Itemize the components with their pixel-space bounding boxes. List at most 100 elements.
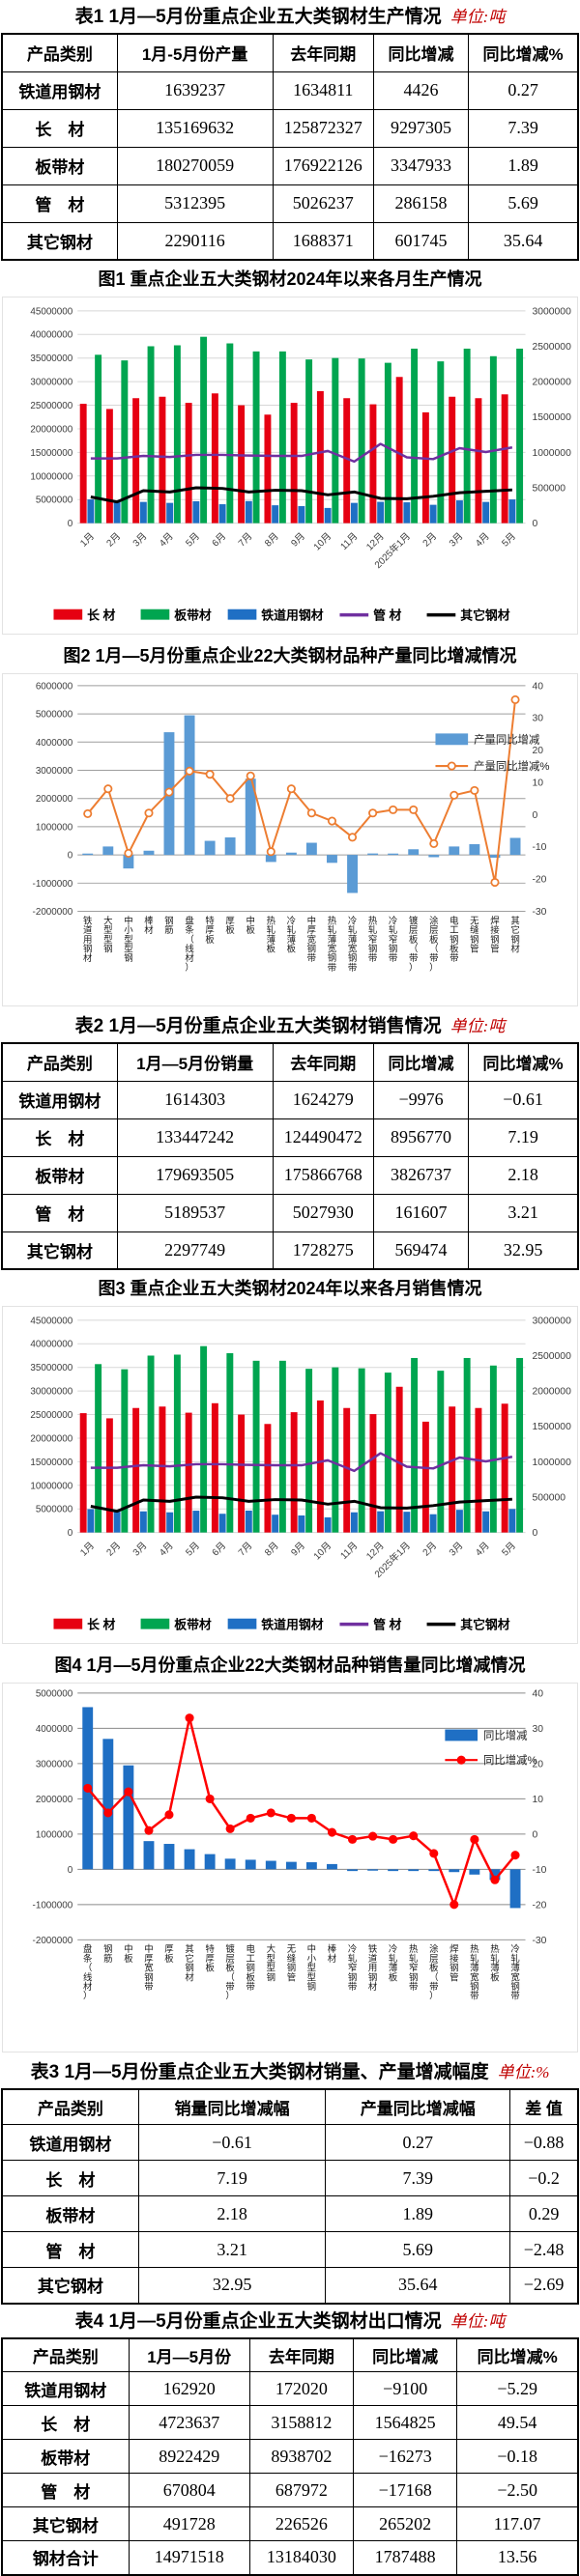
table-row: 长 材 7.19 7.39 −0.2: [1, 2160, 579, 2197]
svg-text:电工钢板带: 电工钢板带: [246, 1944, 256, 1993]
cell: 125872327: [272, 108, 374, 148]
svg-text:1500000: 1500000: [532, 412, 571, 423]
svg-text:6000000: 6000000: [36, 682, 73, 693]
svg-text:3000000: 3000000: [36, 766, 73, 777]
cell: 133447242: [116, 1118, 274, 1157]
cell: 7.19: [468, 1118, 579, 1157]
svg-text:中板: 中板: [246, 916, 256, 936]
svg-text:12月: 12月: [363, 1540, 386, 1562]
svg-text:2000000: 2000000: [36, 795, 73, 806]
table4-caption: 表4 1月—5月份重点企业五大类钢材出口情况 单位:吨: [0, 2305, 580, 2337]
table-row: 管 材 5312395 5026237 286158 5.69: [1, 184, 579, 223]
bar-series-1: [87, 1509, 516, 1533]
svg-text:中板: 中板: [124, 1944, 133, 1965]
table-row: 铁道用钢材 1614303 1624279 −9976 −0.61: [1, 1080, 579, 1119]
cell: 179693505: [116, 1155, 274, 1195]
cell: 7.39: [468, 108, 579, 148]
row-label: 长 材: [1, 108, 118, 148]
cell: 0.29: [509, 2195, 579, 2233]
table-row: 管 材 670804 687972 −17168 −2.50: [1, 2473, 579, 2508]
svg-text:镀层板（带）: 镀层板（带）: [409, 916, 419, 974]
svg-text:冷轧窄钢带: 冷轧窄钢带: [348, 1944, 357, 1993]
svg-text:其它钢材: 其它钢材: [185, 1944, 193, 1983]
cell: 5026237: [272, 184, 374, 223]
svg-text:5000000: 5000000: [36, 710, 73, 721]
figure2-title: 图2 1月—5月份重点企业22大类钢材品种产量同比增减情况: [63, 646, 517, 666]
svg-text:5月: 5月: [500, 1540, 518, 1558]
svg-text:涂层板（带）: 涂层板（带）: [429, 1944, 439, 2002]
svg-text:厚板: 厚板: [225, 916, 235, 936]
table4-unit-label: 单位:吨: [450, 2311, 506, 2331]
table1: 产品类别 1月-5月份产量 去年同期 同比增减 同比增减% 铁道用钢材 1639237 163…: [0, 33, 580, 261]
table2-caption-text: 表2 1月—5月份重点企业五大类钢材销售情况: [74, 1016, 442, 1036]
bar-series-2: [95, 336, 524, 524]
row-label: 管 材: [1, 184, 118, 223]
svg-text:1月: 1月: [78, 530, 97, 549]
column-header: 同比增减%: [468, 33, 579, 72]
svg-text:4月: 4月: [473, 530, 491, 549]
cell: 601745: [372, 221, 470, 261]
svg-text:中小型型钢: 中小型型钢: [307, 1944, 317, 1993]
svg-text:35000000: 35000000: [30, 1363, 72, 1373]
svg-text:其它钢材: 其它钢材: [460, 609, 510, 623]
svg-text:30000000: 30000000: [30, 378, 72, 388]
row-label: 铁道用钢材: [1, 1080, 118, 1119]
svg-text:45000000: 45000000: [30, 306, 72, 317]
cell: −16273: [353, 2439, 458, 2475]
svg-text:-10: -10: [532, 843, 546, 854]
table-row: 长 材 135169632 125872327 9297305 7.39: [1, 108, 579, 148]
table1-caption: 表1 1月—5月份重点企业五大类钢材生产情况 单位:吨: [0, 0, 580, 33]
table2-unit-label: 单位:吨: [450, 1017, 506, 1035]
cell: −2.50: [456, 2473, 579, 2508]
svg-text:2000000: 2000000: [36, 1795, 73, 1805]
table-row: 板带材 2.18 1.89 0.29: [1, 2195, 579, 2233]
column-header: 同比增减: [372, 33, 470, 72]
table-row: 管 材 3.21 5.69 −2.48: [1, 2231, 579, 2269]
row-label: 其它钢材: [1, 2267, 139, 2305]
svg-text:2500000: 2500000: [532, 1351, 571, 1362]
cell: −0.18: [456, 2439, 579, 2475]
svg-text:2月: 2月: [104, 530, 123, 549]
svg-text:500000: 500000: [532, 483, 566, 494]
row-label: 铁道用钢材: [1, 2124, 139, 2162]
svg-text:管 材: 管 材: [373, 1618, 401, 1632]
row-label: 板带材: [1, 146, 118, 185]
svg-text:1月: 1月: [78, 1540, 97, 1558]
svg-text:焊接钢管: 焊接钢管: [490, 916, 500, 954]
column-header: 产品类别: [1, 2088, 139, 2126]
column-header: 同比增减%: [468, 1042, 579, 1082]
svg-text:2000000: 2000000: [532, 1387, 571, 1398]
cell: 1688371: [272, 221, 374, 261]
table3: 产品类别 销量同比增减幅 产量同比增减幅差 值铁道用钢材 −0.61 0.27 −0.88…: [0, 2087, 580, 2305]
row-label: 其它钢材: [1, 2506, 130, 2542]
row-label: 长 材: [1, 2405, 130, 2441]
cell: 491728: [128, 2506, 250, 2542]
column-header: 1月-5月份产量: [116, 33, 274, 72]
svg-text:冷轧薄宽钢带: 冷轧薄宽钢带: [510, 1944, 520, 2002]
svg-text:4月: 4月: [157, 530, 175, 549]
svg-text:40: 40: [532, 1689, 543, 1700]
cell: −9100: [353, 2371, 458, 2407]
svg-text:3月: 3月: [130, 530, 149, 549]
table-row: 管 材 5189537 5027930 161607 3.21: [1, 1193, 579, 1232]
svg-text:2月: 2月: [420, 1540, 439, 1558]
cell: 13184030: [248, 2540, 355, 2576]
svg-text:3月: 3月: [447, 1540, 465, 1558]
line-series-1: [90, 486, 512, 504]
svg-text:10: 10: [532, 1795, 543, 1805]
svg-text:7月: 7月: [236, 1540, 254, 1558]
svg-text:40000000: 40000000: [30, 1340, 72, 1350]
figure4-chart: 5000000 4000000 3000000 2000000 1000000 0 -100…: [2, 1683, 578, 2052]
svg-text:4000000: 4000000: [36, 738, 73, 749]
svg-text:0: 0: [68, 1528, 73, 1539]
svg-text:8月: 8月: [262, 1540, 280, 1558]
svg-text:20: 20: [532, 747, 543, 757]
cell: 4426: [372, 71, 470, 110]
cell: 161607: [372, 1193, 470, 1232]
svg-text:0: 0: [532, 519, 537, 529]
cell: −0.61: [468, 1080, 579, 1119]
svg-text:1000000: 1000000: [36, 1830, 73, 1841]
table-row: 钢材合计 14971518 13184030 1787488 13.56: [1, 2540, 579, 2576]
svg-text:2000000: 2000000: [532, 378, 571, 388]
